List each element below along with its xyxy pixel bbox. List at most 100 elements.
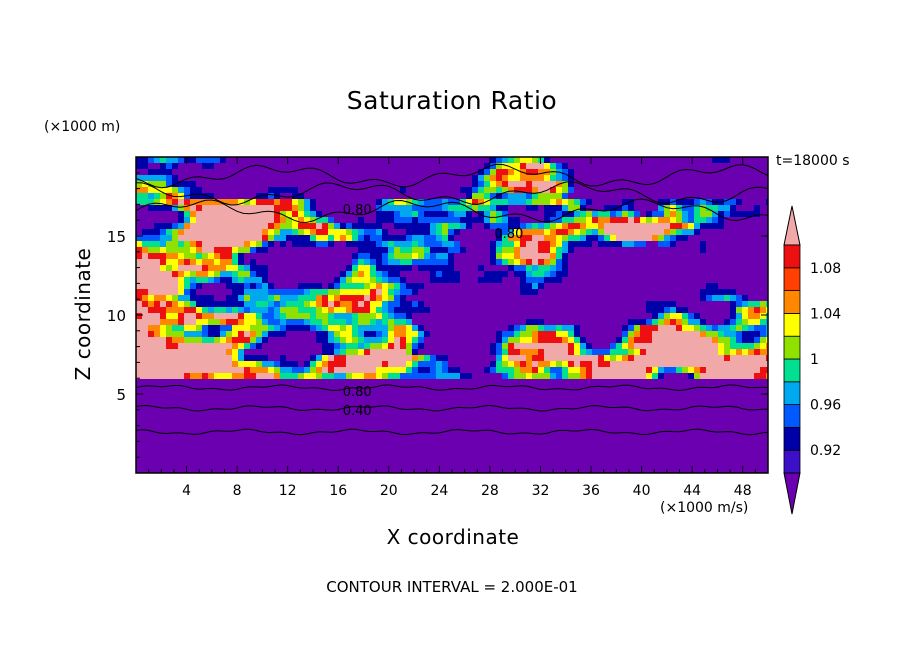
field-cell bbox=[202, 211, 209, 218]
field-cell bbox=[736, 349, 743, 356]
field-cell bbox=[286, 217, 293, 224]
field-cell bbox=[514, 433, 521, 440]
field-cell bbox=[478, 409, 485, 416]
field-cell bbox=[706, 205, 713, 212]
field-cell bbox=[490, 415, 497, 422]
field-cell bbox=[394, 193, 401, 200]
field-cell bbox=[406, 409, 413, 416]
field-cell bbox=[202, 169, 209, 176]
field-cell bbox=[514, 319, 521, 326]
field-cell bbox=[418, 295, 425, 302]
field-cell bbox=[232, 373, 239, 380]
field-cell bbox=[196, 169, 203, 176]
field-cell bbox=[538, 265, 545, 272]
field-cell bbox=[496, 265, 503, 272]
field-cell bbox=[472, 271, 479, 278]
field-cell bbox=[418, 325, 425, 332]
field-cell bbox=[532, 253, 539, 260]
field-cell bbox=[250, 421, 257, 428]
field-cell bbox=[376, 397, 383, 404]
field-cell bbox=[514, 169, 521, 176]
field-cell bbox=[556, 277, 563, 284]
field-cell bbox=[238, 187, 245, 194]
field-cell bbox=[256, 277, 263, 284]
field-cell bbox=[616, 349, 623, 356]
field-cell bbox=[382, 427, 389, 434]
field-cell bbox=[352, 361, 359, 368]
field-cell bbox=[556, 313, 563, 320]
field-cell bbox=[244, 163, 251, 170]
field-cell bbox=[310, 181, 317, 188]
field-cell bbox=[430, 283, 437, 290]
field-cell bbox=[268, 253, 275, 260]
field-cell bbox=[586, 415, 593, 422]
field-cell bbox=[454, 403, 461, 410]
field-cell bbox=[352, 433, 359, 440]
field-cell bbox=[190, 301, 197, 308]
field-cell bbox=[598, 277, 605, 284]
field-cell bbox=[442, 211, 449, 218]
field-cell bbox=[586, 199, 593, 206]
field-cell bbox=[538, 337, 545, 344]
field-cell bbox=[586, 331, 593, 338]
field-cell bbox=[670, 403, 677, 410]
field-cell bbox=[148, 391, 155, 398]
field-cell bbox=[586, 169, 593, 176]
field-cell bbox=[652, 397, 659, 404]
field-cell bbox=[172, 343, 179, 350]
field-cell bbox=[622, 307, 629, 314]
field-cell bbox=[652, 433, 659, 440]
field-cell bbox=[760, 385, 767, 392]
field-cell bbox=[292, 391, 299, 398]
field-cell bbox=[160, 271, 167, 278]
field-cell bbox=[472, 307, 479, 314]
field-cell bbox=[412, 289, 419, 296]
field-cell bbox=[262, 265, 269, 272]
field-cell bbox=[610, 163, 617, 170]
field-cell bbox=[688, 415, 695, 422]
field-cell bbox=[532, 175, 539, 182]
field-cell bbox=[418, 421, 425, 428]
field-cell bbox=[532, 187, 539, 194]
field-cell bbox=[340, 403, 347, 410]
field-cell bbox=[184, 367, 191, 374]
field-cell bbox=[712, 337, 719, 344]
field-cell bbox=[406, 217, 413, 224]
field-cell bbox=[316, 187, 323, 194]
field-cell bbox=[520, 193, 527, 200]
field-cell bbox=[652, 373, 659, 380]
field-cell bbox=[322, 211, 329, 218]
field-cell bbox=[766, 205, 768, 212]
field-cell bbox=[610, 343, 617, 350]
field-cell bbox=[274, 421, 281, 428]
field-cell bbox=[448, 247, 455, 254]
field-cell bbox=[178, 409, 185, 416]
field-cell bbox=[646, 199, 653, 206]
field-cell bbox=[148, 439, 155, 446]
field-cell bbox=[742, 289, 749, 296]
field-cell bbox=[568, 307, 575, 314]
field-cell bbox=[436, 343, 443, 350]
field-cell bbox=[484, 283, 491, 290]
field-cell bbox=[496, 247, 503, 254]
field-cell bbox=[286, 301, 293, 308]
field-cell bbox=[586, 397, 593, 404]
field-cell bbox=[340, 175, 347, 182]
field-cell bbox=[694, 217, 701, 224]
field-cell bbox=[346, 157, 353, 164]
field-cell bbox=[634, 175, 641, 182]
field-cell bbox=[478, 277, 485, 284]
field-cell bbox=[448, 325, 455, 332]
field-cell bbox=[712, 289, 719, 296]
field-cell bbox=[304, 409, 311, 416]
field-cell bbox=[760, 217, 767, 224]
field-cell bbox=[568, 325, 575, 332]
field-cell bbox=[484, 235, 491, 242]
field-cell bbox=[316, 361, 323, 368]
field-cell bbox=[268, 175, 275, 182]
field-cell bbox=[346, 295, 353, 302]
field-cell bbox=[172, 265, 179, 272]
field-cell bbox=[430, 157, 437, 164]
field-cell bbox=[520, 409, 527, 416]
field-cell bbox=[700, 361, 707, 368]
